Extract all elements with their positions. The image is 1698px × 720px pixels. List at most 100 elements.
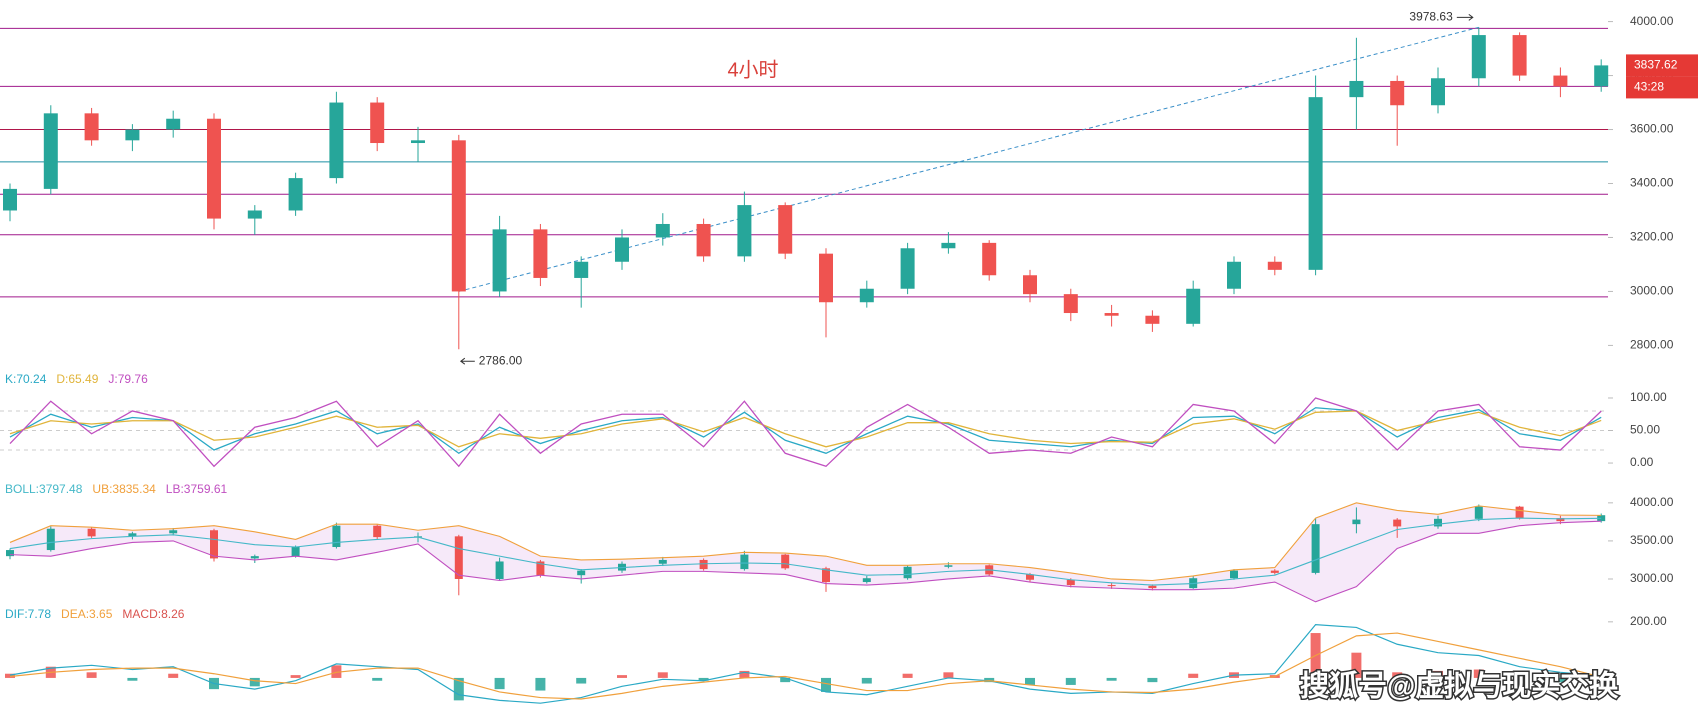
- macd-bar: [1106, 677, 1117, 681]
- peak-annotation: 3978.63: [1409, 10, 1453, 24]
- candle-body: [1023, 275, 1037, 295]
- y-tick-label: 3000.00: [1630, 571, 1674, 585]
- mini-candle-body: [6, 550, 14, 557]
- macd-bar: [780, 677, 791, 683]
- mini-candle-body: [658, 559, 667, 564]
- mini-candle-body: [373, 525, 382, 538]
- y-tick-label: 4000.00: [1630, 495, 1674, 509]
- mini-candle-body: [1597, 515, 1606, 522]
- macd-bar: [290, 675, 301, 678]
- candle-body: [819, 253, 833, 303]
- candle-body: [1227, 261, 1241, 289]
- candle-body: [166, 118, 181, 130]
- legend-entry: D:65.49: [56, 372, 98, 386]
- candle-body: [859, 288, 874, 303]
- candle-body: [1308, 97, 1323, 270]
- mini-candle-body: [1352, 519, 1361, 525]
- price-tag: [1626, 54, 1698, 77]
- macd-bar: [1351, 652, 1362, 678]
- candle-body: [533, 229, 548, 278]
- indicator-line: [9, 407, 1602, 455]
- watermark: 搜狐号@虚拟与现实交换: [1300, 669, 1619, 703]
- candle-body: [1431, 78, 1445, 106]
- mini-candle-body: [1393, 519, 1402, 527]
- mini-candle-body: [1311, 524, 1320, 573]
- candle-body: [329, 102, 344, 179]
- macd-bar: [739, 670, 750, 678]
- candle-body: [1267, 261, 1282, 270]
- candle-body: [451, 140, 466, 292]
- mini-candle-body: [210, 530, 218, 559]
- mini-candle-body: [250, 556, 259, 559]
- candle-body: [1145, 315, 1160, 324]
- macd-bar: [1392, 672, 1403, 678]
- macd-bar: [331, 665, 342, 678]
- candle-body: [1390, 80, 1405, 106]
- chart-title: 4小时: [727, 58, 778, 81]
- y-tick-label: 2800.00: [1630, 338, 1674, 352]
- macd-bar: [984, 677, 995, 683]
- candle-body: [655, 223, 670, 238]
- mini-candle-body: [1066, 579, 1075, 586]
- mini-candle-body: [862, 578, 871, 583]
- candle-body: [941, 242, 956, 249]
- mini-candle-body: [128, 533, 137, 537]
- macd-bar: [1433, 670, 1443, 678]
- mini-candle-body: [781, 554, 790, 569]
- indicator-line: [9, 397, 1602, 468]
- y-tick-label: 3400.00: [1630, 176, 1674, 190]
- mini-candle-body: [1556, 518, 1565, 522]
- mini-candle-body: [1434, 518, 1442, 527]
- macd-bar: [576, 677, 587, 684]
- candle-body: [1553, 75, 1568, 87]
- trend-line: [458, 26, 1479, 292]
- candle-body: [900, 248, 915, 289]
- macd-bar: [1514, 677, 1525, 681]
- mini-candle-body: [577, 570, 586, 576]
- macd-bar: [5, 673, 15, 678]
- low-annotation: 2786.00: [479, 353, 523, 367]
- indicator-line: [9, 410, 1602, 448]
- mini-candle-body: [1474, 506, 1483, 519]
- price-tag-label: 3837.62: [1634, 58, 1678, 72]
- annotation-arrow: [1456, 13, 1474, 21]
- mini-candle-body: [495, 561, 504, 579]
- macd-bar: [494, 677, 505, 690]
- macd-bar: [861, 677, 872, 684]
- mini-candle-body: [87, 528, 96, 537]
- macd-bar: [617, 675, 627, 678]
- candle-body: [43, 113, 58, 189]
- macd-bar: [821, 677, 831, 692]
- legend-entry: K:70.24: [5, 372, 47, 386]
- candle-body: [1063, 294, 1078, 314]
- annotation-arrow: [459, 357, 475, 365]
- macd-bar: [372, 677, 383, 681]
- y-tick-label: 3000.00: [1630, 284, 1674, 298]
- macd-bar: [535, 677, 546, 691]
- mini-candle-body: [536, 561, 545, 576]
- candle-body: [1594, 65, 1609, 87]
- y-tick-label: 200.00: [1630, 614, 1667, 628]
- candle-body: [492, 229, 507, 292]
- legend-entry: DIF:7.78: [5, 607, 51, 621]
- legend-entry: BOLL:3797.48: [5, 482, 83, 496]
- mini-candle-body: [1026, 574, 1034, 580]
- mini-candle-body: [454, 536, 463, 579]
- candle-body: [1186, 288, 1201, 324]
- mini-candle-body: [740, 554, 749, 570]
- candle-body: [1104, 313, 1119, 316]
- candle-body: [737, 205, 752, 257]
- candle-body: [1349, 80, 1364, 98]
- y-tick-label: 100.00: [1630, 390, 1667, 404]
- candle-body: [1471, 35, 1486, 79]
- macd-bar: [127, 677, 138, 681]
- candle-body: [288, 178, 303, 211]
- candle-body: [370, 102, 385, 144]
- mini-candle-body: [1515, 506, 1524, 519]
- macd-bar: [1473, 669, 1484, 678]
- candle-body: [778, 205, 793, 254]
- indicator-line: [9, 520, 1602, 603]
- legend-entry: UB:3835.34: [92, 482, 156, 496]
- macd-bar: [453, 677, 464, 701]
- candle-body: [696, 223, 711, 257]
